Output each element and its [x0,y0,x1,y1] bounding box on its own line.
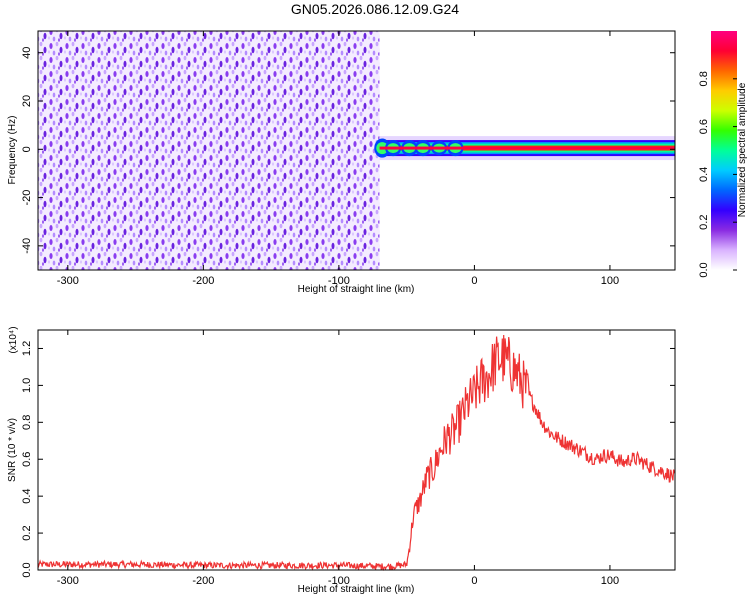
x-tick-label: 100 [601,275,619,287]
x-tick-label: -100 [328,575,350,587]
y-tick-label: 20 [21,95,33,107]
colorbar-tick-label: 0.6 [698,119,710,134]
heatmap-signal-band [374,136,675,161]
x-tick-label: -100 [328,275,350,287]
y-tick-label: 1.0 [21,378,33,393]
y-tick-label: 1.2 [21,341,33,356]
x-tick-label: -300 [57,275,79,287]
colorbar-tick-label: 0.8 [698,71,710,86]
colorbar: 0.0 0.2 0.4 0.6 0.8 Normalized spectral ampl… [698,31,748,278]
y-tick-label: 0.2 [21,525,33,540]
snr-y-axis-label: SNR (10 * v/v) [7,418,18,482]
snr-y-ticks: 0.0 0.2 0.4 0.6 0.8 1.0 1.2 [21,341,675,578]
y-tick-label: 0.0 [21,562,33,577]
colorbar-tick-label: 0.0 [698,262,710,277]
y-tick-label: -20 [21,190,33,206]
y-tick-label: 0 [21,146,33,152]
x-tick-label: -300 [57,575,79,587]
y-tick-label: 0.8 [21,415,33,430]
x-tick-label: 100 [601,575,619,587]
heatmap-frame [37,30,676,271]
snr-y-scale-label: (x10⁴) [8,326,19,353]
y-tick-label: 0.6 [21,452,33,467]
y-tick-label: 0.4 [21,489,33,504]
colorbar-gradient [711,31,737,270]
heatmap-y-ticks: -40 -20 0 20 40 [21,47,675,254]
y-tick-label: -40 [21,238,33,254]
signal-peak-line [379,146,675,150]
page-title: GN05.2026.086.12.09.G24 [290,1,460,17]
x-tick-label: -200 [192,275,214,287]
snr-panel: -300 -200 -100 0 100 0.0 0.2 0.4 0.6 0.8 1.0 1.2 H… [7,326,676,595]
colorbar-label: Normalized spectral amplitude [737,82,748,217]
y-tick-label: 40 [21,47,33,59]
snr-x-axis-label: Height of straight line (km) [298,584,415,595]
colorbar-tick-label: 0.2 [698,215,710,230]
x-tick-label: 0 [471,275,477,287]
snr-x-ticks: -300 -200 -100 0 100 [57,330,619,587]
x-tick-label: 0 [471,575,477,587]
colorbar-ticks: 0.0 0.2 0.4 0.6 0.8 [698,71,737,278]
snr-frame [37,329,676,571]
snr-series-line [37,334,676,571]
heatmap-y-axis-label: Frequency (Hz) [7,116,18,185]
colorbar-tick-label: 0.4 [698,167,710,182]
heatmap-noise-region [38,31,380,270]
x-tick-label: -200 [192,575,214,587]
heatmap-x-ticks: -300 -200 -100 0 100 [57,31,619,287]
heatmap-x-axis-label: Height of straight line (km) [298,284,415,295]
